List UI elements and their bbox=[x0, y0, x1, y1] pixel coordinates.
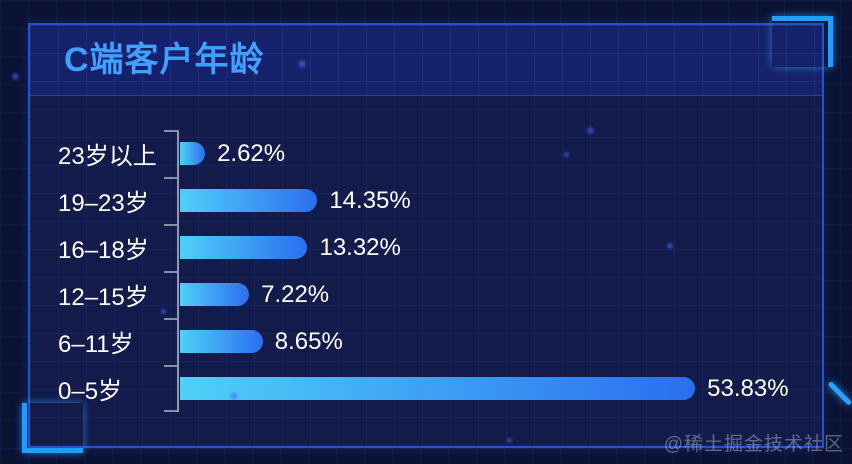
axis-tick bbox=[164, 271, 177, 273]
axis-tick bbox=[164, 365, 177, 367]
bottom-right-diagonal-accent bbox=[827, 381, 852, 406]
bar[interactable] bbox=[180, 377, 696, 400]
bar-row: 12–15岁 7.22% bbox=[30, 271, 822, 318]
category-label: 23岁以上 bbox=[58, 143, 157, 170]
bar-track: 8.65% bbox=[178, 318, 822, 365]
bar-row: 23岁以上 2.62% bbox=[30, 130, 822, 177]
category-label: 16–18岁 bbox=[58, 237, 149, 264]
bar-row: 6–11岁 8.65% bbox=[30, 318, 822, 365]
category-label: 0–5岁 bbox=[58, 378, 123, 405]
glow-dot bbox=[11, 72, 20, 81]
category-label: 12–15岁 bbox=[58, 284, 149, 311]
panel-header: C端客户年龄 bbox=[30, 25, 822, 96]
bar-track: 2.62% bbox=[178, 130, 822, 177]
glow-dot bbox=[666, 242, 674, 250]
bar-chart: 23岁以上 2.62% 19–23岁 14.35% 16–18岁 13.32% 12–15岁… bbox=[30, 130, 822, 412]
bar-track: 7.22% bbox=[178, 271, 822, 318]
bar[interactable] bbox=[180, 236, 308, 259]
chart-title: C端客户年龄 bbox=[64, 41, 265, 79]
bar-track: 53.83% bbox=[178, 365, 822, 412]
bar[interactable] bbox=[180, 283, 250, 306]
bar[interactable] bbox=[180, 189, 318, 212]
category-label: 6–11岁 bbox=[58, 331, 134, 358]
axis-tick bbox=[164, 410, 177, 412]
chart-panel: C端客户年龄 23岁以上 2.62% 19–23岁 14.35% 16–18岁 13.32… bbox=[28, 23, 824, 448]
bar[interactable] bbox=[180, 142, 206, 165]
axis-tick bbox=[164, 318, 177, 320]
bar-row: 0–5岁 53.83% bbox=[30, 365, 822, 412]
watermark: @稀土掘金技术社区 bbox=[663, 434, 844, 455]
glow-dot bbox=[230, 392, 238, 400]
glow-dot bbox=[160, 308, 167, 315]
glow-dot bbox=[586, 126, 595, 135]
bar-row: 16–18岁 13.32% bbox=[30, 224, 822, 271]
axis-tick bbox=[164, 224, 177, 226]
axis-tick bbox=[164, 130, 177, 132]
bar[interactable] bbox=[180, 330, 263, 353]
axis-tick bbox=[164, 177, 177, 179]
glow-dot bbox=[297, 59, 307, 69]
bar-track: 13.32% bbox=[178, 224, 822, 271]
value-label: 13.32% bbox=[319, 233, 401, 261]
bar-track: 14.35% bbox=[178, 177, 822, 224]
value-label: 7.22% bbox=[261, 280, 330, 308]
value-label: 8.65% bbox=[274, 327, 343, 355]
glow-dot bbox=[506, 437, 513, 444]
bar-row: 19–23岁 14.35% bbox=[30, 177, 822, 224]
value-label: 2.62% bbox=[217, 139, 286, 167]
y-axis-line bbox=[177, 130, 179, 412]
glow-dot bbox=[563, 151, 570, 158]
value-label: 53.83% bbox=[707, 374, 789, 402]
value-label: 14.35% bbox=[329, 186, 411, 214]
category-label: 19–23岁 bbox=[58, 190, 149, 217]
